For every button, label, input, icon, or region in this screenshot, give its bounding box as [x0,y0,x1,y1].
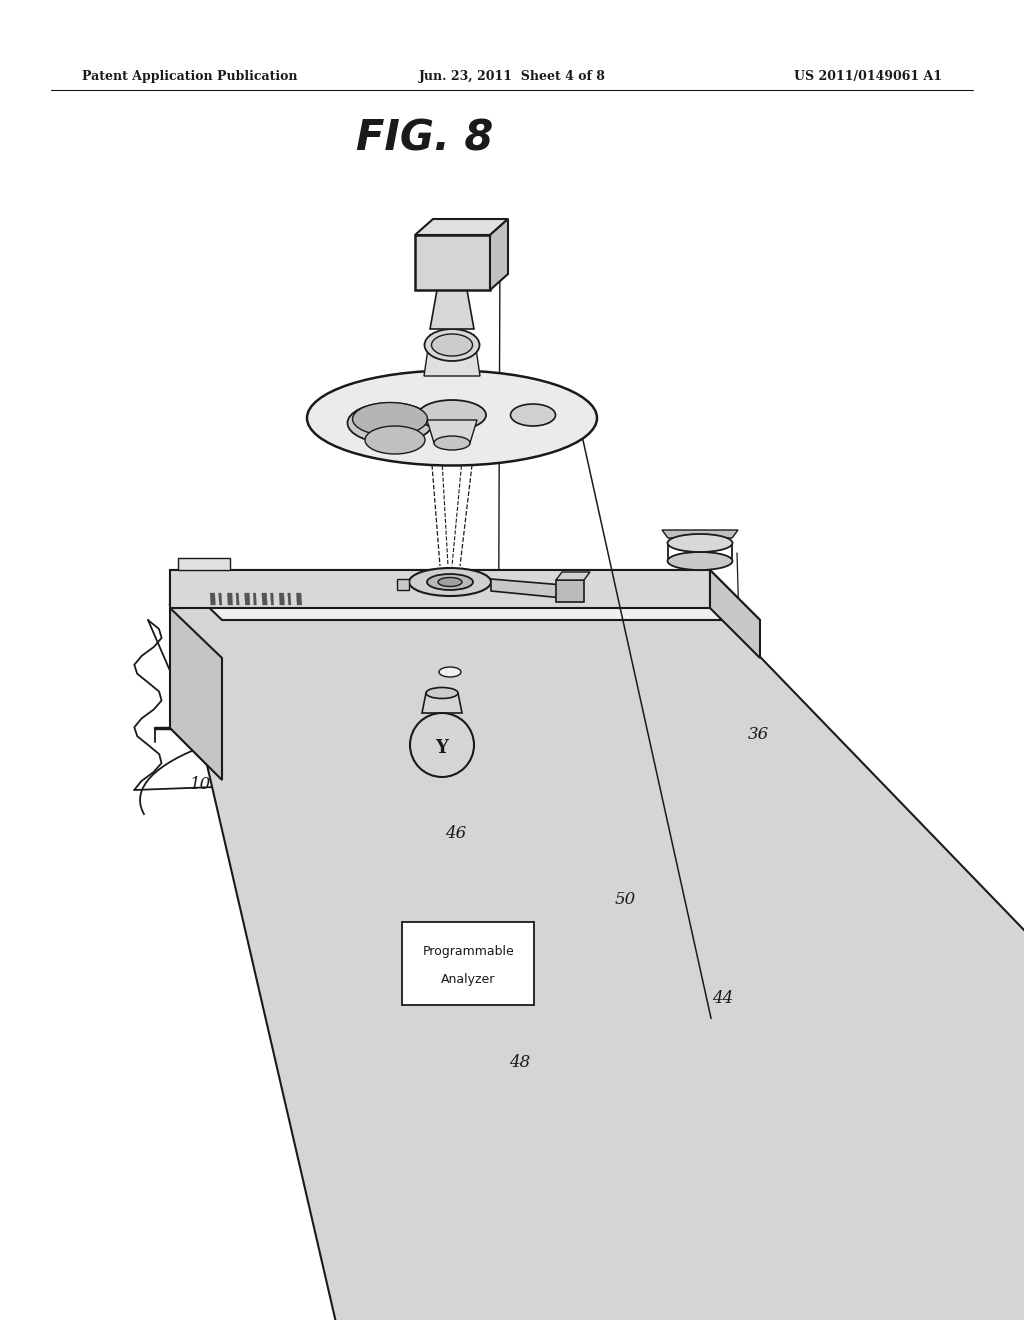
Polygon shape [427,420,477,444]
Polygon shape [170,570,710,609]
Polygon shape [178,558,230,570]
Text: 46: 46 [445,825,467,842]
Text: FIG. 8: FIG. 8 [356,117,494,160]
Polygon shape [415,219,508,235]
Text: Analyzer: Analyzer [441,973,496,986]
Ellipse shape [426,688,458,698]
Polygon shape [422,693,462,713]
Ellipse shape [439,667,461,677]
Polygon shape [415,235,490,290]
Text: 44: 44 [712,990,733,1007]
Polygon shape [270,593,273,605]
Polygon shape [245,593,250,605]
Polygon shape [219,593,222,605]
Polygon shape [397,579,409,590]
Polygon shape [170,605,1024,1320]
Text: Patent Application Publication: Patent Application Publication [82,70,297,83]
Polygon shape [490,579,563,598]
Polygon shape [662,531,738,539]
Ellipse shape [425,329,479,360]
Text: 10: 10 [189,776,211,793]
Ellipse shape [438,578,462,586]
Polygon shape [288,593,291,605]
Ellipse shape [511,404,555,426]
Polygon shape [296,593,302,605]
Polygon shape [253,593,256,605]
Ellipse shape [431,334,472,356]
Ellipse shape [352,403,427,436]
Polygon shape [424,335,480,376]
FancyBboxPatch shape [402,921,535,1006]
Polygon shape [280,593,285,605]
Polygon shape [430,290,474,329]
Text: 48: 48 [509,1053,530,1071]
Text: 36: 36 [748,726,769,743]
Polygon shape [556,579,584,602]
Polygon shape [170,570,760,620]
Polygon shape [210,593,215,605]
Polygon shape [236,593,240,605]
Ellipse shape [668,552,732,570]
Ellipse shape [409,568,490,597]
Polygon shape [170,609,222,780]
Polygon shape [262,593,267,605]
Ellipse shape [427,574,473,590]
Text: 50: 50 [614,891,636,908]
Ellipse shape [668,535,732,552]
Polygon shape [490,219,508,290]
Ellipse shape [365,426,425,454]
Text: US 2011/0149061 A1: US 2011/0149061 A1 [794,70,942,83]
Polygon shape [556,572,590,579]
Ellipse shape [307,371,597,466]
Polygon shape [710,570,760,657]
Text: Jun. 23, 2011  Sheet 4 of 8: Jun. 23, 2011 Sheet 4 of 8 [419,70,605,83]
Polygon shape [227,593,232,605]
Ellipse shape [418,400,486,430]
Ellipse shape [434,436,470,450]
Text: Y: Y [435,739,449,756]
Ellipse shape [347,403,432,444]
Text: Programmable: Programmable [423,945,514,958]
